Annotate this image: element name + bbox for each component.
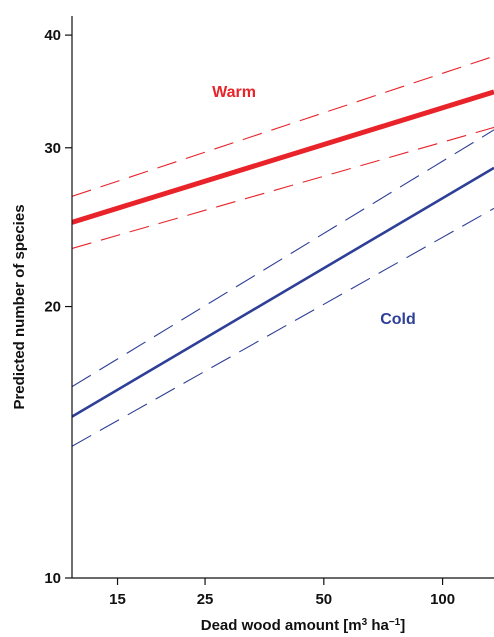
y-tick-label-30: 30 (44, 140, 61, 157)
x-axis-title-text: Dead wood amount (201, 617, 344, 634)
cold-series-label: Cold (380, 311, 416, 328)
x-tick-label-50: 50 (315, 591, 332, 608)
y-tick-label-40: 40 (44, 27, 61, 44)
y-axis-title: Predicted number of species (11, 204, 28, 409)
cold-series-line (72, 166, 494, 418)
axes: 10 20 30 40 15 25 50 100 (44, 16, 494, 608)
cold-lower-ci-line (72, 207, 494, 447)
y-tick-label-20: 20 (44, 299, 61, 316)
warm-series-label: Warm (212, 84, 256, 101)
cold-upper-ci-line (72, 129, 494, 388)
warm-series-line (72, 89, 494, 225)
x-axis-title: Dead wood amount [m3 ha−1] (201, 617, 406, 635)
warm-upper-ci-line (72, 55, 494, 197)
x-tick-label-15: 15 (109, 591, 126, 608)
warm-lower-ci-line (72, 126, 494, 249)
x-axis-unit-prefix: [m (343, 617, 361, 634)
y-tick-label-10: 10 (44, 570, 61, 587)
x-axis-unit-exp1: 3 (362, 617, 368, 628)
x-axis-unit-suffix: ] (400, 617, 405, 634)
plot-area (72, 55, 494, 447)
labels: Dead wood amount [m3 ha−1] Predicted numb… (11, 84, 416, 634)
x-tick-label-100: 100 (430, 591, 455, 608)
x-tick-label-25: 25 (197, 591, 214, 608)
x-axis-unit-mid: ha (367, 617, 389, 634)
x-axis-unit-exp2: −1 (389, 617, 401, 628)
